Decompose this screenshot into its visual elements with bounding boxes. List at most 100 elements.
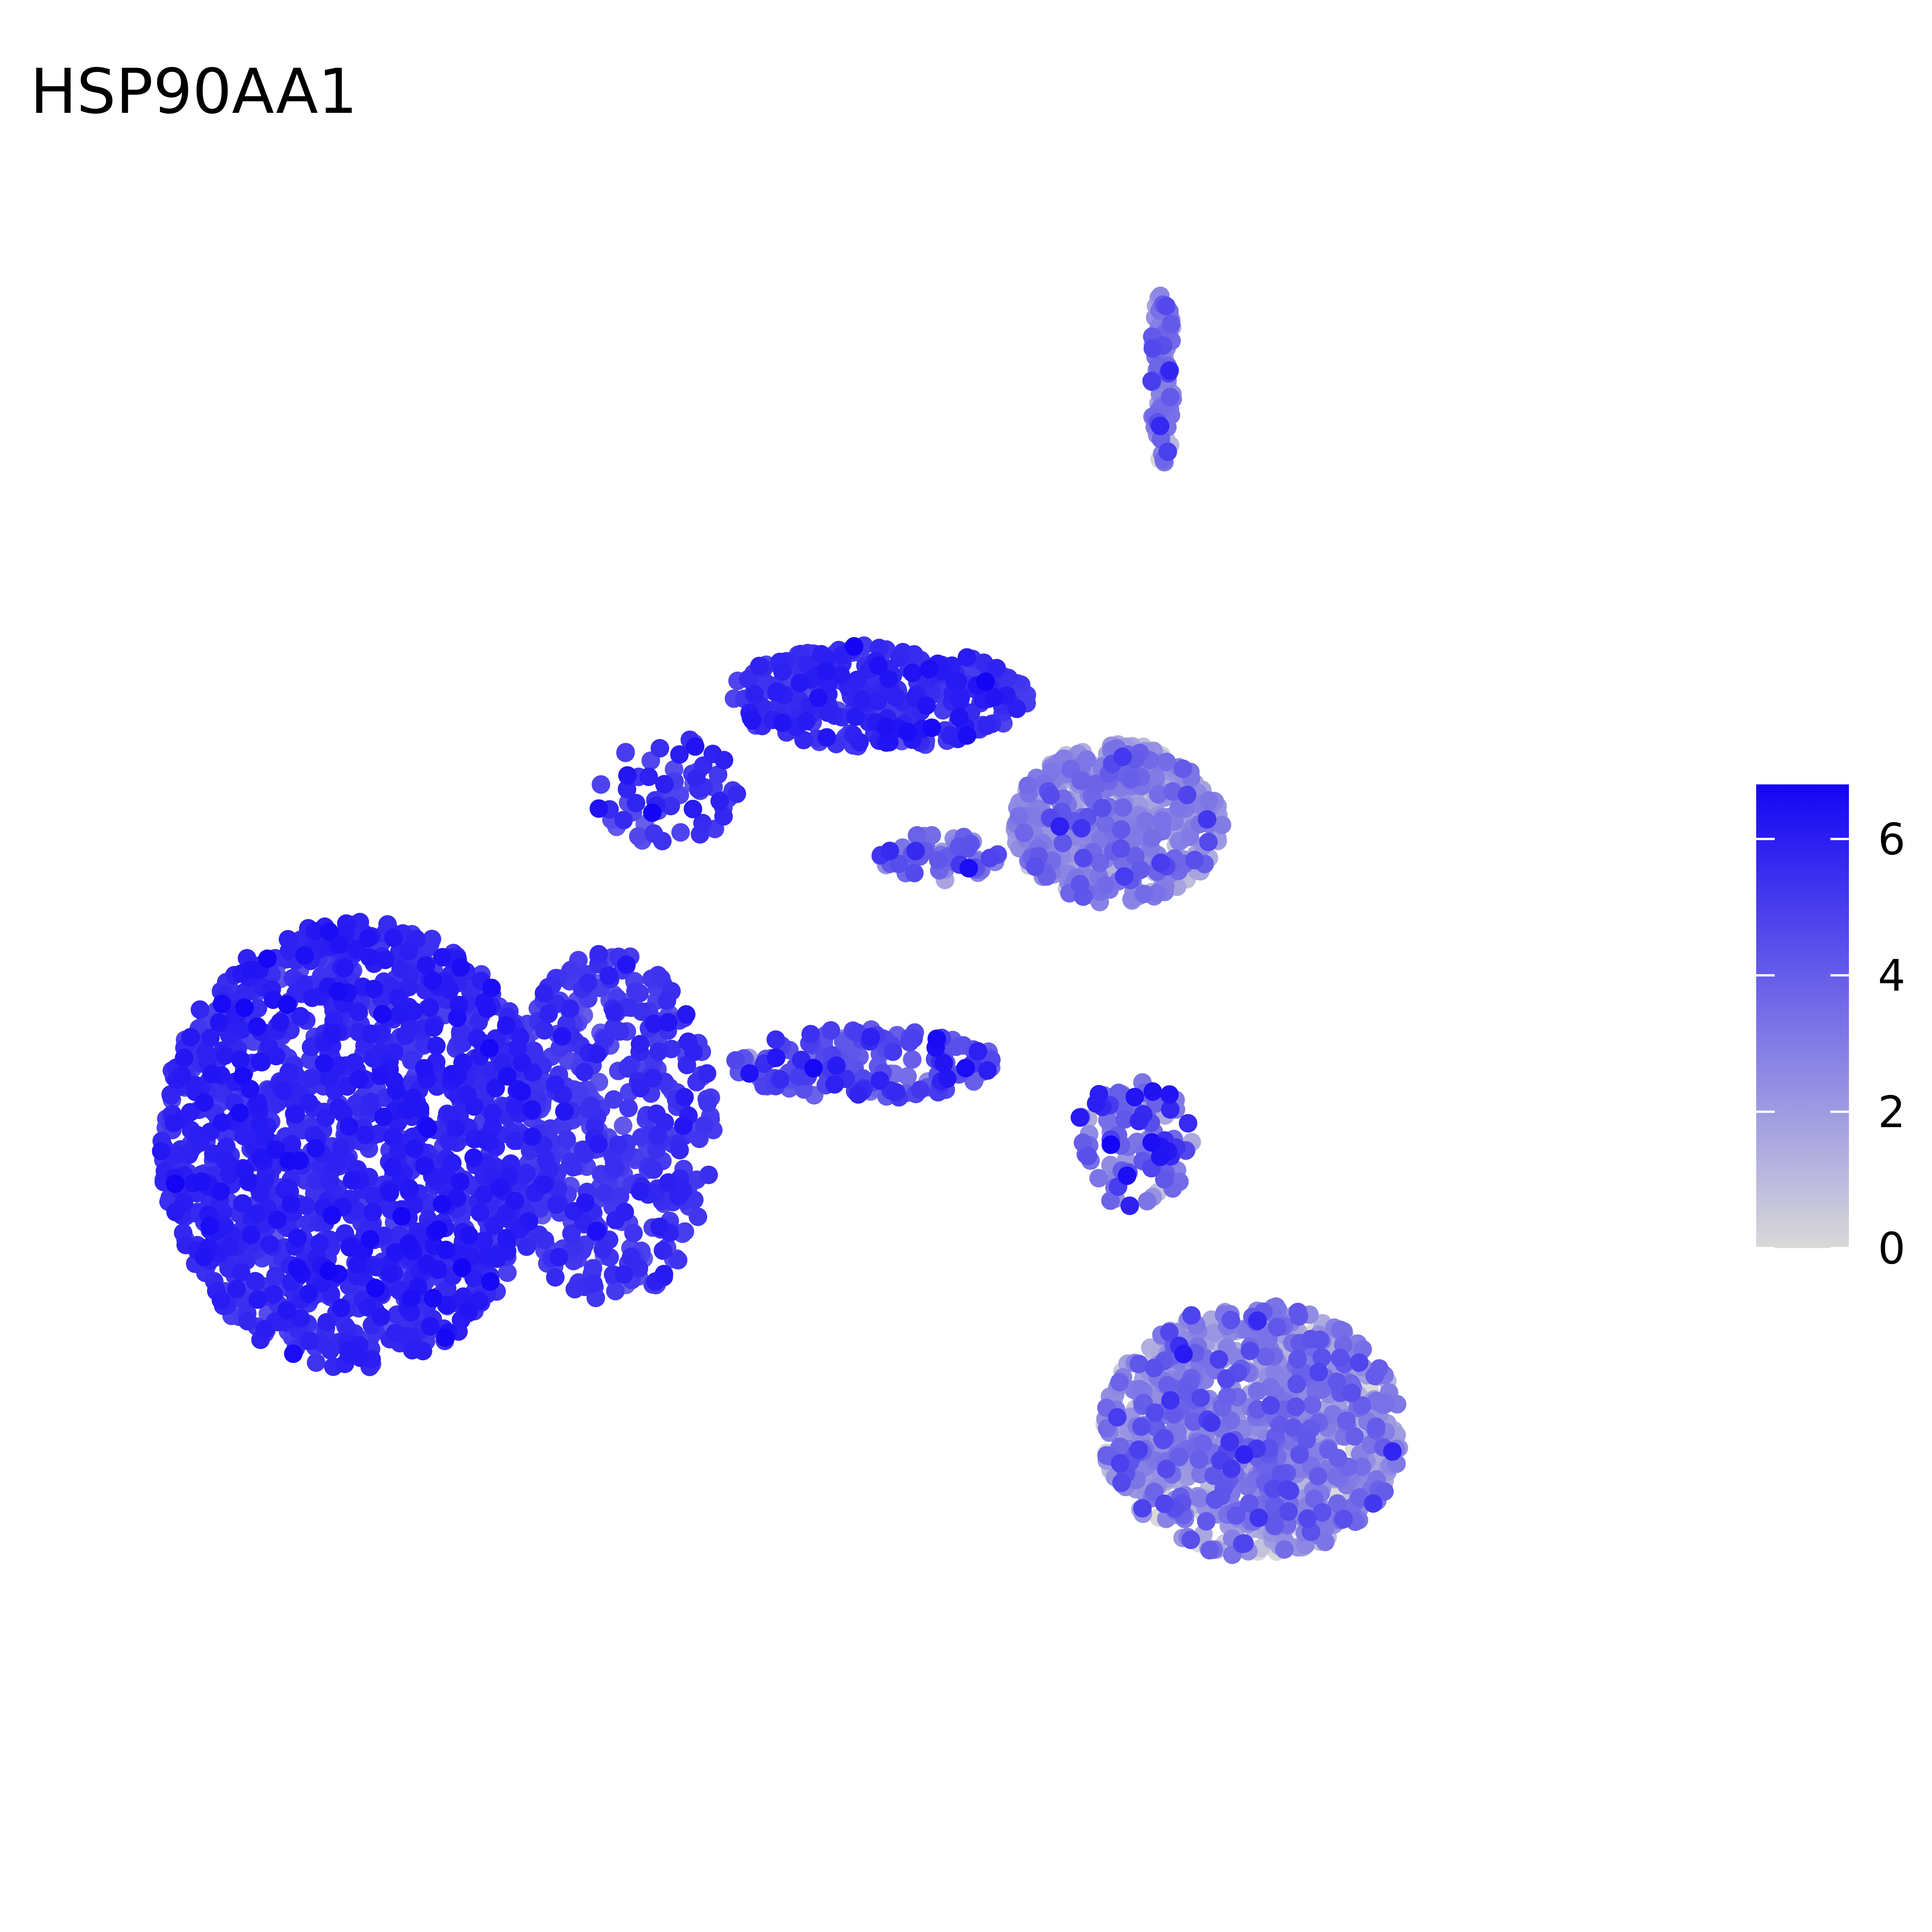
cell-point — [520, 1212, 538, 1231]
cell-point — [1146, 769, 1165, 788]
cell-point — [1120, 1196, 1139, 1215]
cell-point — [1129, 1354, 1148, 1373]
cell-point — [192, 1172, 211, 1191]
cell-point — [645, 1014, 663, 1033]
cell-point — [400, 1235, 418, 1253]
cell-point — [348, 1255, 367, 1274]
cell-point — [1342, 1383, 1361, 1402]
cell-point — [606, 1282, 625, 1301]
cell-point — [846, 707, 865, 726]
cell-point — [227, 1280, 246, 1299]
cell-point — [1345, 1427, 1364, 1446]
cell-point — [587, 1045, 606, 1064]
cell-point — [659, 1013, 678, 1032]
cell-point — [929, 851, 948, 870]
cell-point — [848, 670, 867, 689]
cell-point — [1071, 875, 1089, 894]
cell-point — [278, 995, 297, 1014]
cell-point — [903, 1050, 922, 1069]
cell-point — [471, 1203, 490, 1222]
cell-point — [698, 1094, 717, 1112]
cell-point — [1308, 1467, 1327, 1486]
cell-point — [1221, 1411, 1240, 1430]
cell-point — [1163, 782, 1182, 801]
cell-point — [469, 1012, 488, 1031]
cell-point — [809, 689, 828, 707]
cell-point — [879, 669, 898, 688]
cell-point — [255, 1172, 274, 1190]
cell-point — [478, 999, 497, 1018]
cell-point — [329, 1098, 348, 1117]
cell-point — [1364, 1494, 1383, 1513]
cell-point — [773, 662, 792, 681]
cell-point — [871, 1071, 889, 1090]
cell-point — [619, 1099, 638, 1117]
cell-point — [1265, 1517, 1284, 1536]
cell-point — [675, 1088, 694, 1107]
cell-point — [1148, 884, 1167, 903]
cell-point — [1113, 747, 1132, 766]
cell-point — [1158, 1376, 1177, 1395]
colorbar-ticks: 0 2 4 6 — [1756, 815, 1905, 1274]
cell-point — [1053, 833, 1072, 852]
cell-point — [898, 1067, 917, 1086]
cell-point — [949, 672, 967, 691]
cell-point — [1101, 1191, 1120, 1210]
cell-point — [1256, 1347, 1275, 1366]
cell-point — [801, 1025, 820, 1044]
cell-point — [1337, 1411, 1356, 1430]
cell-point — [266, 1140, 285, 1159]
cell-point — [714, 751, 733, 770]
cell-point — [699, 1165, 718, 1184]
cell-point — [604, 1158, 623, 1177]
cell-point — [595, 1184, 614, 1202]
cell-point — [1309, 1363, 1328, 1382]
cell-point — [451, 1172, 469, 1191]
cell-point — [661, 796, 680, 815]
cell-point — [306, 1139, 325, 1158]
cell-point — [364, 1187, 383, 1206]
cell-point — [1327, 1372, 1346, 1391]
cell-point — [804, 1059, 823, 1078]
cell-point — [340, 1117, 359, 1136]
cell-point — [1078, 1146, 1097, 1165]
cell-point — [987, 659, 1006, 678]
cell-point — [710, 792, 729, 811]
cell-point — [977, 716, 996, 735]
cell-point — [767, 1048, 786, 1067]
cell-point — [211, 1182, 230, 1201]
cell-point — [349, 1002, 367, 1021]
cell-point — [350, 1070, 369, 1089]
cell-point — [400, 1179, 419, 1198]
cell-point — [230, 1103, 249, 1122]
cell-point — [1174, 1345, 1193, 1364]
cell-point — [474, 1130, 493, 1149]
cell-point — [1222, 1459, 1241, 1478]
cell-point — [446, 1119, 465, 1138]
cell-point — [361, 1024, 380, 1043]
cell-point — [181, 1103, 200, 1122]
cell-point — [231, 1263, 250, 1282]
cell-point — [1129, 1440, 1148, 1459]
cell-point — [1373, 1395, 1392, 1414]
cell-point — [164, 1113, 183, 1132]
cell-point — [639, 767, 658, 786]
cell-point — [1018, 776, 1037, 795]
cell-point — [1268, 1318, 1287, 1337]
cell-point — [1179, 1114, 1197, 1133]
cell-point — [767, 682, 786, 701]
cell-point — [345, 1053, 364, 1072]
cell-point — [886, 688, 905, 707]
cell-point — [374, 1107, 393, 1126]
cell-point — [791, 673, 810, 692]
cell-point — [256, 1127, 274, 1146]
cell-point — [1155, 1170, 1174, 1189]
cell-point — [239, 1172, 258, 1191]
cell-point — [709, 765, 728, 784]
cell-point — [1316, 1532, 1335, 1551]
cell-point — [605, 1003, 624, 1022]
cell-point — [643, 803, 662, 822]
cell-point — [319, 1262, 338, 1281]
cell-point — [981, 849, 1000, 867]
cell-point — [235, 998, 254, 1017]
